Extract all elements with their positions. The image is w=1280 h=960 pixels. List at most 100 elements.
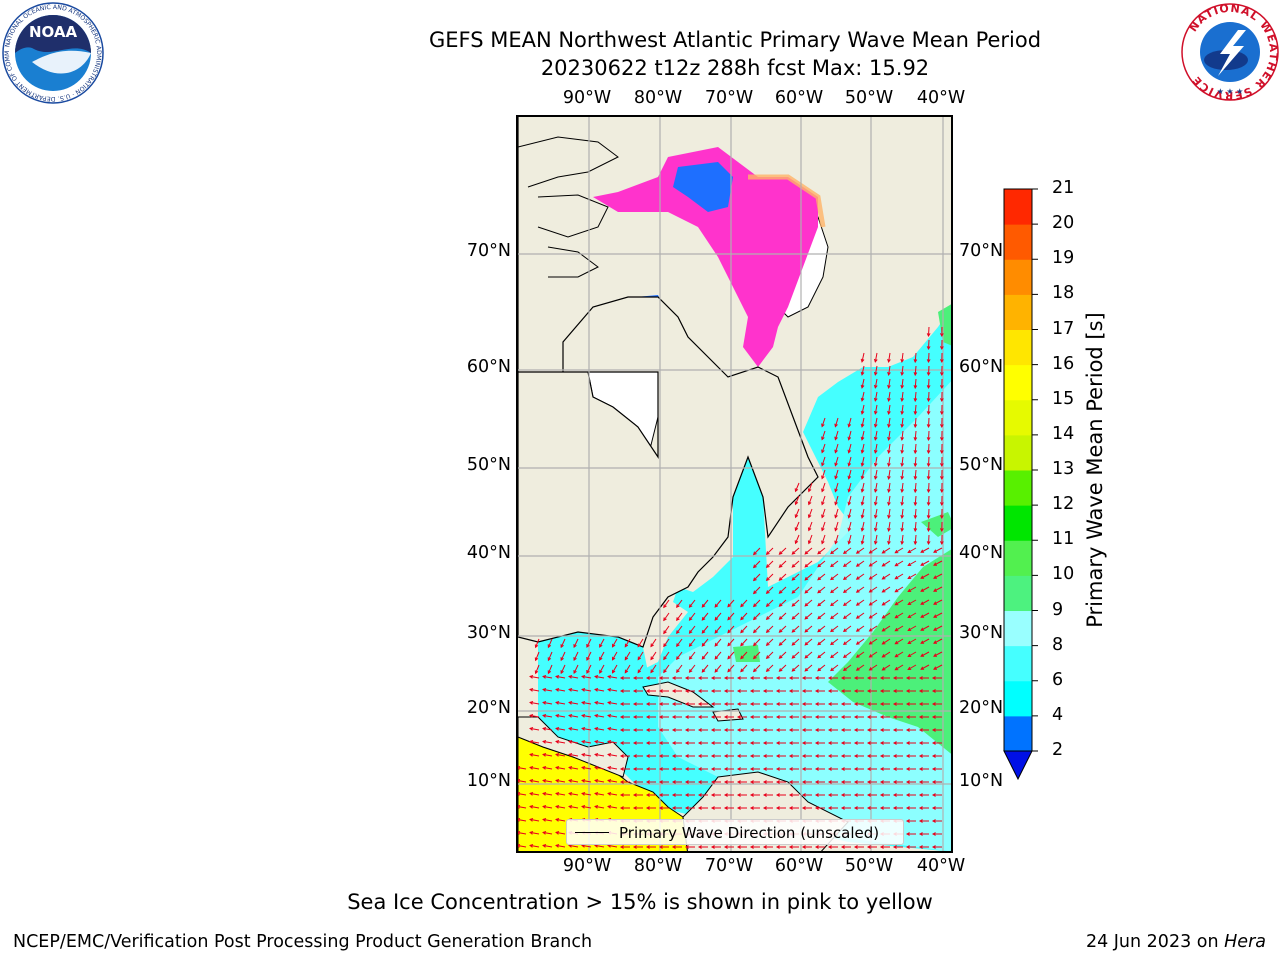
- wave-arrow-head: [866, 715, 871, 719]
- wave-arrow-head: [817, 550, 822, 555]
- wave-arrow: [556, 753, 566, 757]
- wave-arrow-head: [866, 689, 871, 693]
- nws-logo: NATIONAL WEATHER SERVICE ★ ★ ★: [1181, 2, 1279, 102]
- wave-arrow: [518, 845, 527, 848]
- wave-arrow-head: [710, 780, 715, 784]
- wave-arrow-head: [714, 629, 719, 634]
- wave-arrow: [791, 573, 800, 581]
- wave-arrow-head: [581, 675, 586, 679]
- wave-arrow-head: [840, 767, 845, 771]
- wave-arrow-head: [555, 805, 560, 809]
- wave-arrow: [530, 714, 540, 718]
- wave-arrow: [543, 727, 553, 731]
- wave-arrow-head: [939, 541, 944, 546]
- wave-arrow: [907, 547, 917, 553]
- wave-arrow: [914, 456, 917, 467]
- wave-arrow-head: [860, 488, 865, 493]
- wave-arrow: [928, 456, 930, 467]
- wave-arrow: [518, 832, 527, 835]
- wave-arrow-head: [821, 436, 825, 441]
- lon-tick-top: 70°W: [704, 88, 754, 108]
- wave-arrow: [689, 625, 696, 634]
- wave-arrow-head: [560, 644, 564, 649]
- wave-arrow-head: [892, 806, 897, 810]
- wave-arrow-head: [840, 754, 845, 758]
- wave-arrow: [848, 430, 852, 440]
- wave-arrow-head: [892, 676, 897, 680]
- wave-arrow-head: [855, 654, 860, 658]
- wave-arrow-head: [860, 540, 865, 545]
- wave-arrow: [676, 625, 683, 634]
- wave-arrow: [608, 844, 618, 848]
- wave-arrow: [848, 508, 852, 518]
- wave-arrow: [901, 352, 904, 362]
- wave-arrow: [888, 391, 891, 401]
- wave-arrow-head: [926, 411, 931, 416]
- wave-arrow: [714, 664, 722, 673]
- wave-arrow-head: [926, 489, 931, 494]
- wave-arrow-head: [775, 845, 780, 849]
- wave-arrow: [808, 495, 813, 505]
- wave-arrow-head: [581, 714, 586, 718]
- wave-arrow-head: [749, 741, 754, 745]
- wave-arrow-head: [581, 688, 586, 692]
- lat-tick-left: 50°N: [466, 455, 511, 475]
- wave-arrow: [861, 365, 865, 375]
- wave-arrow-head: [887, 436, 891, 441]
- wave-arrow-head: [658, 702, 663, 706]
- wave-arrow-head: [900, 475, 905, 480]
- wave-arrow: [779, 573, 787, 581]
- wave-arrow: [920, 560, 930, 566]
- colorbar-tick-label: 2: [1052, 740, 1064, 760]
- wave-arrow: [817, 573, 826, 581]
- wave-arrow-head: [918, 728, 923, 732]
- wave-arrow-head: [817, 654, 822, 659]
- sea-ice-blue-north: [673, 162, 733, 212]
- wave-arrow: [928, 417, 930, 428]
- wave-arrow: [933, 599, 943, 605]
- wave-arrow: [530, 779, 540, 783]
- wave-arrow: [753, 638, 761, 646]
- wave-arrow-head: [740, 616, 744, 621]
- wave-arrow-head: [804, 602, 809, 607]
- wave-arrow-head: [542, 779, 547, 783]
- wave-arrow: [608, 701, 618, 705]
- wave-arrow-head: [529, 675, 534, 679]
- wave-arrow-head: [814, 676, 819, 680]
- wave-arrow: [795, 482, 800, 492]
- wave-arrow-head: [788, 676, 793, 680]
- colorbar-band: [1004, 610, 1032, 647]
- wave-arrow: [888, 404, 891, 414]
- wave-arrow-head: [879, 741, 884, 745]
- wave-arrow: [599, 651, 605, 661]
- wave-arrow: [637, 638, 644, 647]
- wave-arrow-head: [834, 475, 838, 480]
- wave-arrow-head: [645, 715, 650, 719]
- wave-arrow: [901, 508, 904, 518]
- wave-arrow-head: [542, 831, 547, 835]
- wave-arrow: [808, 521, 813, 531]
- wave-arrow: [779, 664, 787, 672]
- wave-arrow-head: [860, 475, 865, 480]
- wave-arrow-head: [834, 436, 838, 441]
- wave-arrow-head: [542, 844, 547, 848]
- map-canvas: [518, 117, 951, 851]
- wave-arrow: [530, 701, 540, 705]
- wave-arrow-head: [676, 617, 680, 622]
- wave-arrow: [907, 612, 917, 618]
- wave-arrow-head: [931, 754, 936, 758]
- wave-arrow-head: [881, 627, 886, 632]
- wave-arrow: [817, 586, 826, 594]
- wave-arrow-head: [881, 549, 886, 554]
- wave-arrow: [595, 805, 605, 809]
- wave-arrow-head: [663, 630, 667, 635]
- wave-arrow-head: [710, 806, 715, 810]
- wave-arrow: [582, 779, 592, 783]
- ocean-gulf: [538, 632, 648, 717]
- wave-arrow: [569, 714, 579, 718]
- wave-arrow: [874, 469, 878, 479]
- wave-arrow: [895, 560, 904, 567]
- wave-arrow-head: [855, 667, 860, 671]
- wave-arrow-head: [900, 501, 905, 506]
- wave-arrow: [830, 547, 839, 554]
